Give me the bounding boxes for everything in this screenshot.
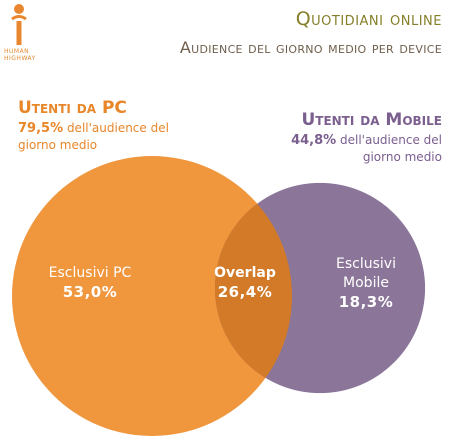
set-note: dell'audience del giorno medio [18, 121, 169, 152]
value-label: 79,5% [18, 121, 64, 136]
set-label: Utenti da Mobile 44,8% dell'audience del … [272, 110, 442, 165]
set-circle [12, 156, 292, 436]
value-label: 18,3% [338, 293, 394, 311]
logo-line: HIGHWAY [4, 55, 36, 62]
logo-figure [11, 4, 27, 45]
value-label: 26,4% [217, 283, 273, 301]
chart-subtitle: Audience del giorno medio per device [179, 38, 442, 57]
region-name: Esclusivi PC [48, 265, 132, 281]
set-info: 44,8% dell'audience del giorno medio [272, 132, 442, 165]
region-name: Esclusivi Mobile [336, 256, 396, 291]
set-name: Utenti da Mobile [301, 110, 442, 130]
region-label: Overlap 26,4% [200, 264, 290, 302]
chart-title: Quotidiani online [295, 8, 442, 30]
set-name: Utenti da PC [18, 98, 127, 118]
value-label: 53,0% [62, 283, 118, 301]
value-label: 44,8% [291, 133, 337, 148]
region-label: Esclusivi PC 53,0% [40, 264, 140, 302]
logo-line: HUMAN [4, 48, 30, 55]
region-name: Overlap [214, 265, 276, 281]
set-label: Utenti da PC 79,5% dell'audience del gior… [18, 98, 188, 153]
set-info: 79,5% dell'audience del giorno medio [18, 120, 188, 153]
set-note: dell'audience del giorno medio [340, 133, 442, 164]
logo-text: HUMAN HIGHWAY [4, 48, 36, 62]
region-label: Esclusivi Mobile 18,3% [330, 255, 402, 312]
